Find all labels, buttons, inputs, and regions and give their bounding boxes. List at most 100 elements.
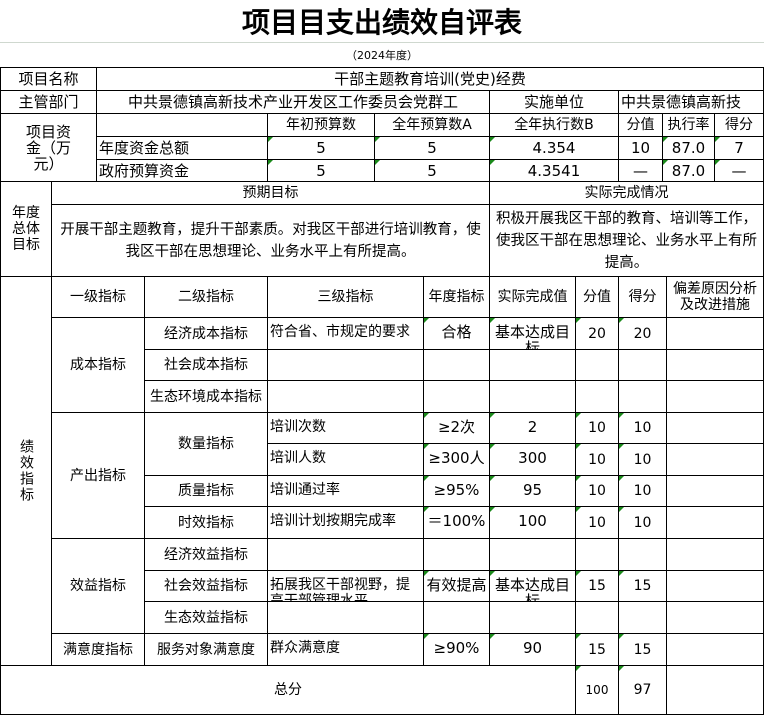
indicator-actual[interactable] (490, 539, 576, 571)
total-note[interactable] (667, 666, 764, 715)
indicator-note[interactable] (667, 476, 764, 507)
indicator-target[interactable] (424, 539, 490, 571)
indicator-score[interactable] (576, 350, 619, 381)
indicator-score[interactable]: 15 (576, 571, 619, 602)
funds-value[interactable]: 4.354 (490, 137, 619, 160)
actual-completion-header: 实际完成情况 (490, 182, 764, 205)
funds-value[interactable]: 87.0 (663, 137, 715, 160)
funds-value[interactable]: 5 (375, 160, 490, 182)
indicator-got[interactable]: 15 (619, 634, 667, 666)
indicator-l3[interactable] (268, 381, 424, 413)
indicator-score[interactable] (576, 602, 619, 634)
funds-value[interactable]: 5 (268, 137, 375, 160)
indicator-actual[interactable] (490, 381, 576, 413)
indicator-target[interactable]: ≥2次 (424, 413, 490, 444)
indicator-score[interactable]: 10 (576, 507, 619, 539)
indicator-score[interactable]: 10 (576, 476, 619, 507)
indicator-actual[interactable]: 90 (490, 634, 576, 666)
indicator-score[interactable] (576, 539, 619, 571)
funds-value[interactable]: — (715, 160, 764, 182)
indicator-target[interactable] (424, 350, 490, 381)
indicator-l3[interactable] (268, 602, 424, 634)
indicator-actual[interactable]: 95 (490, 476, 576, 507)
indicator-actual[interactable]: 300 (490, 444, 576, 476)
funds-value[interactable]: 4.3541 (490, 160, 619, 182)
indicator-target[interactable]: ≥90% (424, 634, 490, 666)
indicator-note[interactable] (667, 602, 764, 634)
indicator-target[interactable]: ＝100% (424, 507, 490, 539)
indicator-l3[interactable] (268, 539, 424, 571)
indicator-header: 实际完成值 (490, 277, 576, 318)
total-score[interactable]: 100 (576, 666, 619, 715)
indicator-note[interactable] (667, 318, 764, 350)
indicator-note[interactable] (667, 571, 764, 602)
funds-row-label: 政府预算资金 (97, 160, 268, 182)
indicator-note[interactable] (667, 350, 764, 381)
expected-goal-text[interactable]: 开展干部主题教育，提升干部素质。对我区干部进行培训教育，使我区干部在思想理论、业… (52, 205, 490, 277)
indicator-score[interactable]: 20 (576, 318, 619, 350)
indicator-header: 一级指标 (52, 277, 145, 318)
department-value[interactable]: 中共景德镇高新技术产业开发区工作委员会党群工 (97, 91, 490, 114)
indicator-target[interactable] (424, 602, 490, 634)
indicator-target[interactable]: ≥300人 (424, 444, 490, 476)
indicator-note[interactable] (667, 444, 764, 476)
indicator-note[interactable] (667, 634, 764, 666)
indicator-actual[interactable] (490, 350, 576, 381)
level1-indicator: 产出指标 (52, 413, 145, 539)
indicator-l3[interactable]: 群众满意度 (268, 634, 424, 666)
indicator-note[interactable] (667, 539, 764, 571)
funds-value[interactable]: — (619, 160, 663, 182)
indicator-actual[interactable] (490, 602, 576, 634)
funds-value[interactable]: 5 (375, 137, 490, 160)
indicator-actual[interactable]: 基本达成目标 (490, 571, 576, 602)
indicator-l3[interactable]: 培训次数 (268, 413, 424, 444)
total-got[interactable]: 97 (619, 666, 667, 715)
funds-header: 得分 (715, 114, 764, 137)
indicator-target[interactable]: ≥95% (424, 476, 490, 507)
indicator-target[interactable]: 合格 (424, 318, 490, 350)
indicator-got[interactable]: 10 (619, 476, 667, 507)
indicator-actual[interactable]: 基本达成目标 (490, 318, 576, 350)
indicator-target[interactable] (424, 381, 490, 413)
expected-goal-header: 预期目标 (52, 182, 490, 205)
funds-value[interactable]: 87.0 (663, 160, 715, 182)
indicator-target[interactable]: 有效提高 (424, 571, 490, 602)
indicator-got[interactable] (619, 539, 667, 571)
indicator-got[interactable]: 10 (619, 507, 667, 539)
indicator-score[interactable]: 10 (576, 413, 619, 444)
indicator-header: 偏差原因分析及改进措施 (667, 277, 764, 318)
indicator-l3[interactable]: 符合省、市规定的要求 (268, 318, 424, 350)
indicator-got[interactable]: 10 (619, 413, 667, 444)
level2-indicator: 经济效益指标 (145, 539, 268, 571)
indicator-actual[interactable]: 2 (490, 413, 576, 444)
indicator-actual[interactable]: 100 (490, 507, 576, 539)
indicator-note[interactable] (667, 381, 764, 413)
indicator-l3[interactable]: 培训通过率 (268, 476, 424, 507)
total-label: 总分 (0, 666, 576, 715)
indicator-score[interactable] (576, 381, 619, 413)
funds-value[interactable]: 7 (715, 137, 764, 160)
indicator-got[interactable] (619, 381, 667, 413)
indicator-score[interactable]: 15 (576, 634, 619, 666)
impl-unit-value[interactable]: 中共景德镇高新技 (619, 91, 764, 114)
level1-indicator: 满意度指标 (52, 634, 145, 666)
project-name-value[interactable]: 干部主题教育培训(党史)经费 (97, 67, 764, 91)
indicator-got[interactable]: 15 (619, 571, 667, 602)
indicator-got[interactable] (619, 350, 667, 381)
indicator-got[interactable]: 20 (619, 318, 667, 350)
indicator-l3[interactable]: 拓展我区干部视野，提高干部管理水平 (268, 571, 424, 602)
indicator-note[interactable] (667, 413, 764, 444)
indicator-l3[interactable]: 培训人数 (268, 444, 424, 476)
indicator-note[interactable] (667, 507, 764, 539)
indicator-score[interactable]: 10 (576, 444, 619, 476)
indicator-got[interactable] (619, 602, 667, 634)
level1-indicator: 成本指标 (52, 318, 145, 413)
indicator-l3[interactable] (268, 350, 424, 381)
actual-completion-text[interactable]: 积极开展我区干部的教育、培训等工作，使我区干部在思想理论、业务水平上有所提高。 (490, 205, 764, 277)
department-label: 主管部门 (0, 91, 97, 114)
indicator-l3[interactable]: 培训计划按期完成率 (268, 507, 424, 539)
indicator-got[interactable]: 10 (619, 444, 667, 476)
funds-value[interactable]: 10 (619, 137, 663, 160)
funds-value[interactable]: 5 (268, 160, 375, 182)
